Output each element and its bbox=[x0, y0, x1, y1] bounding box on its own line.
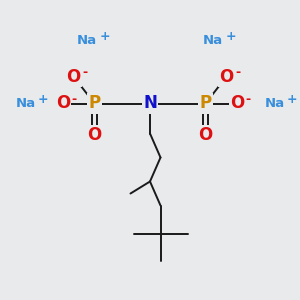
Text: O: O bbox=[198, 126, 213, 144]
Text: +: + bbox=[287, 93, 298, 106]
Text: -: - bbox=[71, 93, 76, 106]
Text: O: O bbox=[56, 94, 70, 112]
Text: P: P bbox=[200, 94, 211, 112]
Text: Na: Na bbox=[15, 97, 36, 110]
Text: N: N bbox=[143, 94, 157, 112]
Text: Na: Na bbox=[264, 97, 285, 110]
Text: O: O bbox=[230, 94, 244, 112]
Text: +: + bbox=[226, 30, 236, 44]
Text: +: + bbox=[100, 30, 110, 44]
Text: O: O bbox=[219, 68, 234, 85]
Text: O: O bbox=[87, 126, 102, 144]
Text: -: - bbox=[82, 66, 87, 80]
Text: -: - bbox=[235, 66, 240, 80]
Text: +: + bbox=[38, 93, 49, 106]
Text: -: - bbox=[245, 93, 250, 106]
Text: O: O bbox=[66, 68, 81, 85]
Text: P: P bbox=[88, 94, 101, 112]
Text: Na: Na bbox=[203, 34, 223, 47]
Text: Na: Na bbox=[77, 34, 97, 47]
